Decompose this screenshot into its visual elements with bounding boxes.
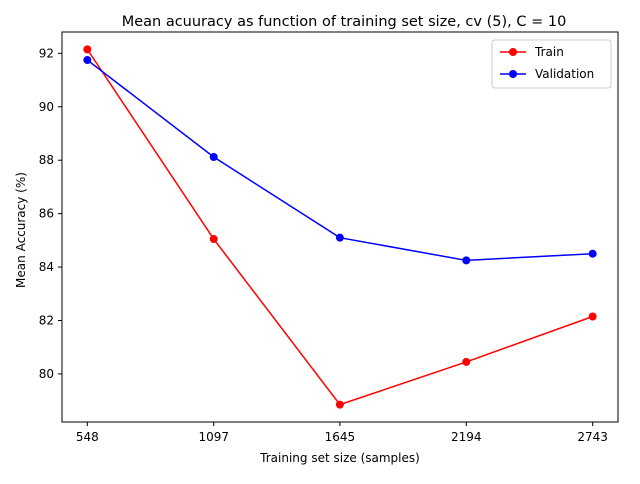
y-tick-label: 92	[39, 46, 54, 60]
chart-title: Mean acuuracy as function of training se…	[122, 14, 567, 30]
data-point-train	[335, 400, 344, 409]
y-tick-label: 88	[39, 153, 54, 167]
data-point-validation	[83, 56, 92, 65]
legend-label-train: Train	[534, 45, 564, 59]
x-tick-label: 548	[76, 430, 99, 444]
legend-marker-validation	[509, 70, 517, 78]
y-tick-label: 84	[39, 260, 54, 274]
data-point-validation	[335, 233, 344, 242]
data-point-validation	[588, 249, 597, 258]
x-tick-label: 1097	[198, 430, 229, 444]
legend-marker-train	[509, 48, 517, 56]
series-line-validation	[86, 59, 593, 262]
y-tick-label: 86	[39, 207, 54, 221]
legend-label-validation: Validation	[535, 67, 594, 81]
axes-frame	[61, 31, 619, 423]
x-tick-label: 1645	[325, 430, 356, 444]
x-axis-label: Training set size (samples)	[259, 451, 420, 465]
data-point-train	[462, 357, 471, 366]
x-tick-label: 2194	[451, 430, 482, 444]
x-tick-label: 2743	[577, 430, 608, 444]
legend: Train Validation	[491, 39, 612, 89]
data-point-validation	[209, 153, 218, 162]
plot-area: 548 1097 1645 2194 2743 80 82 84 86 88 90 92	[39, 31, 619, 444]
y-axis-label: Mean Accuracy (%)	[14, 172, 28, 288]
data-point-train	[588, 312, 597, 321]
data-point-train	[209, 235, 218, 244]
data-point-validation	[462, 256, 471, 265]
series-line-train	[86, 48, 593, 406]
y-tick-label: 90	[39, 100, 54, 114]
data-point-train	[83, 45, 92, 54]
y-tick-label: 80	[39, 367, 54, 381]
y-tick-label: 82	[39, 313, 54, 327]
